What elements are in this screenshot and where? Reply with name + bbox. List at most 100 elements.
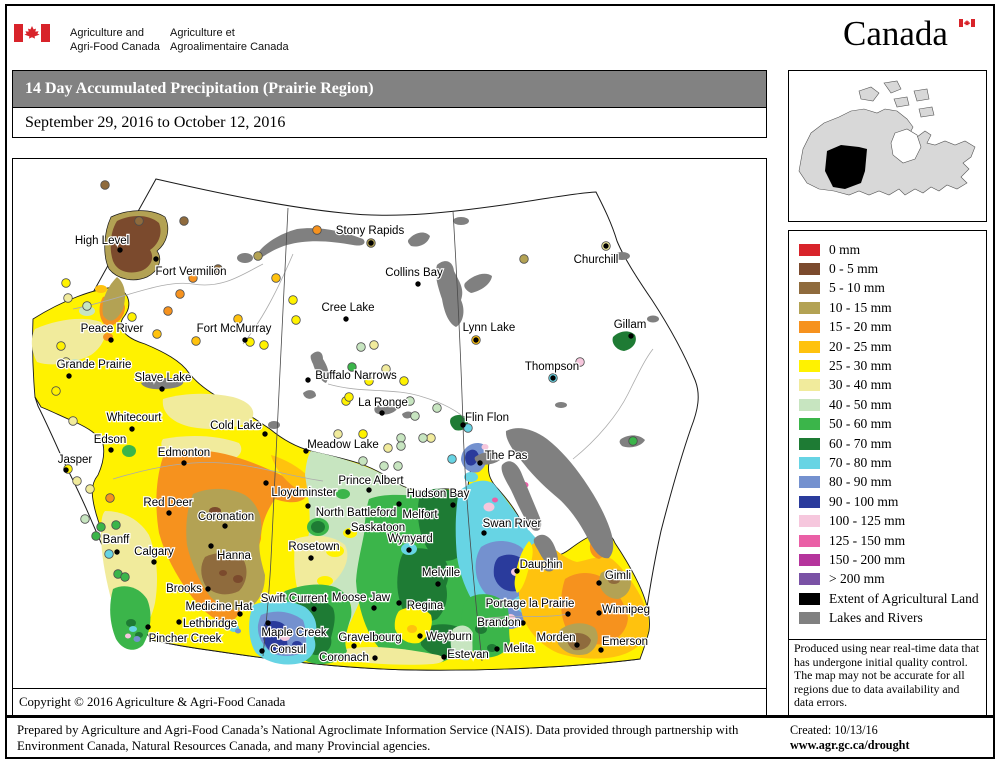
- city-label: Swift Current: [261, 593, 328, 605]
- city-dot: [305, 377, 311, 383]
- city-dot: [396, 600, 402, 606]
- city-dot: [477, 460, 483, 466]
- map-title-bar: 14 Day Accumulated Precipitation (Prairi…: [12, 70, 767, 108]
- city-dot: [303, 448, 309, 454]
- station-dot: [127, 312, 137, 322]
- station-dot: [288, 295, 298, 305]
- canada-landmass: [798, 108, 976, 196]
- city-dot: [181, 460, 187, 466]
- legend-item: 40 - 50 mm: [799, 395, 986, 414]
- city-label: Cold Lake: [210, 420, 262, 432]
- legend-swatch: [799, 340, 820, 353]
- city-dot: [372, 655, 378, 661]
- station-dot: [72, 476, 82, 486]
- legend-swatch: [799, 437, 820, 450]
- legend-label: 70 - 80 mm: [829, 454, 892, 470]
- legend-label: 25 - 30 mm: [829, 358, 892, 374]
- station-dot: [253, 251, 263, 261]
- city-label: Edson: [94, 434, 127, 446]
- city-dot: [305, 503, 311, 509]
- city-dot: [114, 549, 120, 555]
- station-dot: [575, 357, 585, 367]
- copyright-bar: Copyright © 2016 Agriculture & Agri-Food…: [12, 689, 767, 716]
- station-dot: [61, 357, 71, 367]
- city-label: Maple Creek: [261, 627, 326, 639]
- legend-item: 10 - 15 mm: [799, 298, 986, 317]
- station-dot: [393, 461, 403, 471]
- city-dot: [379, 410, 385, 416]
- legend-item: Lakes and Rivers: [799, 608, 986, 627]
- city-dot: [598, 647, 604, 653]
- city-label: Coronach: [319, 652, 369, 664]
- city-label: Brandon: [477, 617, 520, 629]
- legend-label: 0 mm: [829, 241, 861, 257]
- city-dot: [494, 646, 500, 652]
- legend-item: 125 - 150 mm: [799, 531, 986, 550]
- lake-manitoba: [533, 534, 558, 569]
- lake-athabasca: [256, 228, 365, 259]
- city-label: Melfort: [402, 509, 438, 521]
- legend-label: 10 - 15 mm: [829, 299, 892, 315]
- legend-item: 70 - 80 mm: [799, 453, 986, 472]
- station-dot: [120, 572, 130, 582]
- city-label: Whitecourt: [107, 412, 163, 424]
- city-label: North Battleford: [316, 507, 397, 519]
- city-dot: [208, 543, 214, 549]
- city-label: Stony Rapids: [336, 225, 405, 237]
- city-label: Prince Albert: [338, 475, 404, 487]
- legend-item: 30 - 40 mm: [799, 376, 986, 395]
- city-dot: [550, 375, 556, 381]
- date-range: September 29, 2016 to October 12, 2016: [25, 114, 286, 131]
- city-dot: [417, 633, 423, 639]
- city-dot: [574, 642, 580, 648]
- legend-label: 5 - 10 mm: [829, 280, 885, 296]
- city-label: Morden: [537, 632, 576, 644]
- precipitation-map: High Level Fort Vermilion Stony Rapids Coll…: [31, 178, 699, 671]
- city-dot: [176, 619, 182, 625]
- legend-label: 90 - 100 mm: [829, 493, 899, 509]
- city-dot: [596, 610, 602, 616]
- legend-label: 125 - 150 mm: [829, 532, 906, 548]
- city-dot: [311, 606, 317, 612]
- station-dot: [356, 342, 366, 352]
- legend-label: 50 - 60 mm: [829, 416, 892, 432]
- city-dot: [117, 247, 123, 253]
- city-dot: [628, 333, 634, 339]
- city-label: Pincher Creek: [149, 633, 222, 645]
- legend-item: 15 - 20 mm: [799, 318, 986, 337]
- city-dot: [63, 467, 69, 473]
- legend-item: 0 - 5 mm: [799, 259, 986, 278]
- station-dot: [152, 329, 162, 339]
- legend-label: 15 - 20 mm: [829, 319, 892, 335]
- legend-item: 60 - 70 mm: [799, 434, 986, 453]
- legend: 0 mm 0 - 5 mm 5 - 10 mm 10 - 15 mm 15 - 20 m…: [788, 230, 987, 640]
- legend-item: 50 - 60 mm: [799, 415, 986, 434]
- station-dot: [191, 336, 201, 346]
- department-name-en: Agriculture and Agri-Food Canada: [70, 27, 160, 53]
- city-dot: [603, 243, 609, 249]
- city-dot: [450, 502, 456, 508]
- legend-swatch: [799, 553, 820, 566]
- city-label: Jasper: [58, 454, 93, 466]
- precipitation-zones: [31, 285, 650, 671]
- canada-wordmark-text: Canada: [843, 14, 948, 53]
- legend-swatch: [799, 398, 820, 411]
- city-dot: [129, 426, 135, 432]
- city-dot: [159, 386, 165, 392]
- legend-swatch: [799, 418, 820, 431]
- prepared-by-text: Prepared by Agriculture and Agri-Food Ca…: [17, 723, 739, 753]
- station-dot: [312, 225, 322, 235]
- station-dot: [259, 340, 269, 350]
- station-dot: [333, 429, 343, 439]
- city-label: La Ronge: [358, 397, 408, 409]
- station-dot: [82, 301, 92, 311]
- legend-swatch: [799, 534, 820, 547]
- city-dot: [435, 581, 441, 587]
- station-dot: [175, 289, 185, 299]
- legend-item: 25 - 30 mm: [799, 356, 986, 375]
- city-dot: [351, 643, 357, 649]
- legend-label: 20 - 25 mm: [829, 338, 892, 354]
- city-label: Edmonton: [158, 447, 210, 459]
- station-dot: [344, 392, 354, 402]
